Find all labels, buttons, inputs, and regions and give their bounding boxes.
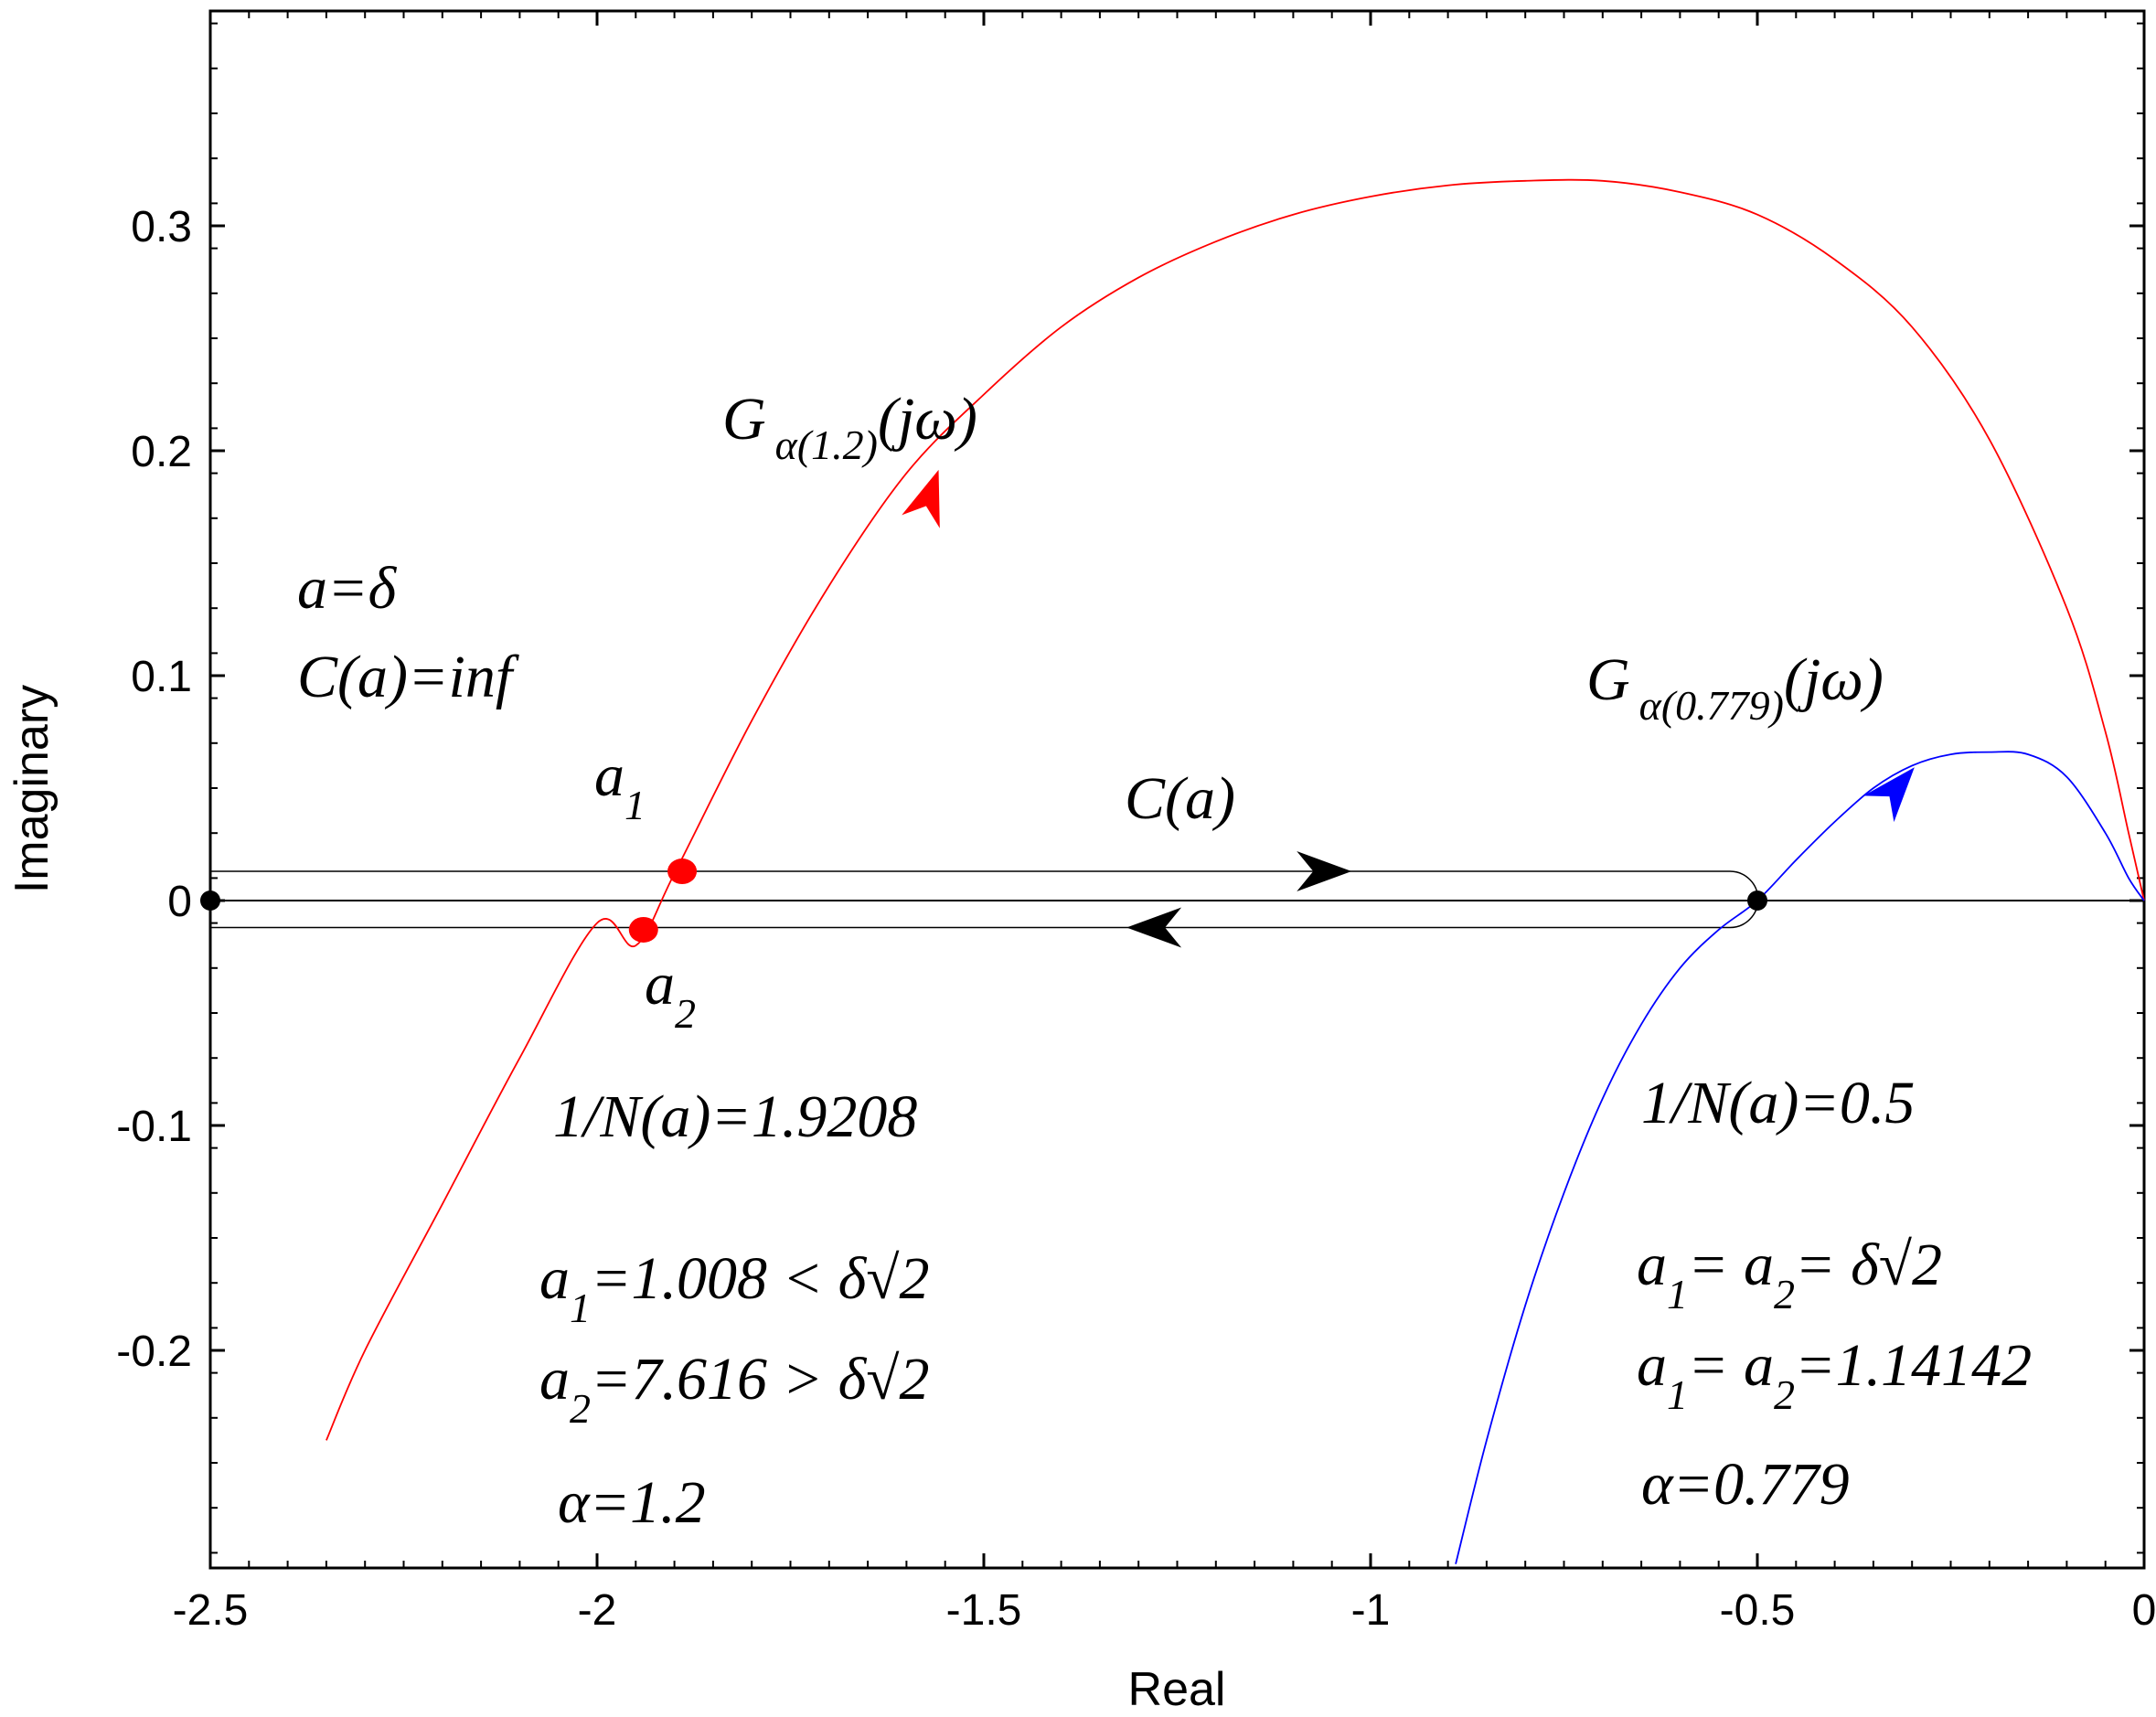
direction-arrows — [902, 469, 1915, 948]
c-path-lower — [210, 899, 1759, 929]
x-tick-label: -1.5 — [946, 1586, 1022, 1635]
point-origin-left — [200, 890, 220, 911]
y-axis-label: Imaginary — [5, 685, 59, 893]
annotation-n-right: 1/N(a)=0.5 — [1641, 1070, 1915, 1136]
y-tick-label: 0 — [167, 878, 192, 926]
x-tick-labels: -2.5 -2 -1.5 -1 -0.5 0 — [173, 1586, 2156, 1635]
point-a1 — [667, 858, 698, 885]
annotation-right-line2: a1= a2=1.14142 — [1637, 1332, 2032, 1418]
blue-arrow — [1863, 767, 1915, 823]
y-tick-label: -0.2 — [116, 1328, 192, 1376]
c-arrow-right — [1297, 851, 1352, 892]
annotation-alpha-right: α=0.779 — [1641, 1451, 1850, 1518]
annotation-alpha-left: α=1.2 — [558, 1469, 706, 1536]
x-axis-label: Real — [1128, 1663, 1226, 1716]
x-tick-label: 0 — [2132, 1586, 2156, 1635]
annotation-a-delta: a=δ — [297, 555, 398, 622]
series-g-alpha-1-2 — [326, 178, 2145, 1441]
annotation-left-line1: a1=1.008 < δ√2 — [539, 1245, 929, 1331]
annotation-a1: a1 — [594, 742, 646, 828]
y-tick-label: 0.3 — [131, 203, 192, 251]
x-tick-label: -2 — [578, 1586, 617, 1635]
y-tick-label: -0.1 — [116, 1103, 192, 1151]
y-tick-labels: -0.2 -0.1 0 0.1 0.2 0.3 — [116, 203, 192, 1376]
c-path-upper — [210, 870, 1759, 900]
point-a2 — [628, 916, 658, 943]
annotation-right-line1: a1= a2= δ√2 — [1637, 1232, 1942, 1317]
x-tick-label: -0.5 — [1720, 1586, 1796, 1635]
y-tick-label: 0.1 — [131, 653, 192, 701]
annotation-c-inf: C(a)=inf — [297, 644, 519, 710]
annotation-n-left: 1/N(a)=1.9208 — [553, 1083, 917, 1150]
red-arrow — [902, 469, 940, 528]
point-crossing — [1747, 890, 1767, 911]
x-tick-label: -2.5 — [173, 1586, 249, 1635]
annotation-left-line2: a2=7.616 > δ√2 — [539, 1346, 929, 1432]
annotation-a2: a2 — [645, 951, 696, 1037]
series-g-alpha-0-779 — [1455, 751, 2145, 1564]
c-arrow-left — [1126, 907, 1182, 948]
marker-points — [200, 858, 1767, 943]
annotation-c-a: C(a) — [1125, 765, 1235, 832]
x-tick-label: -1 — [1351, 1586, 1391, 1635]
y-tick-label: 0.2 — [131, 428, 192, 476]
